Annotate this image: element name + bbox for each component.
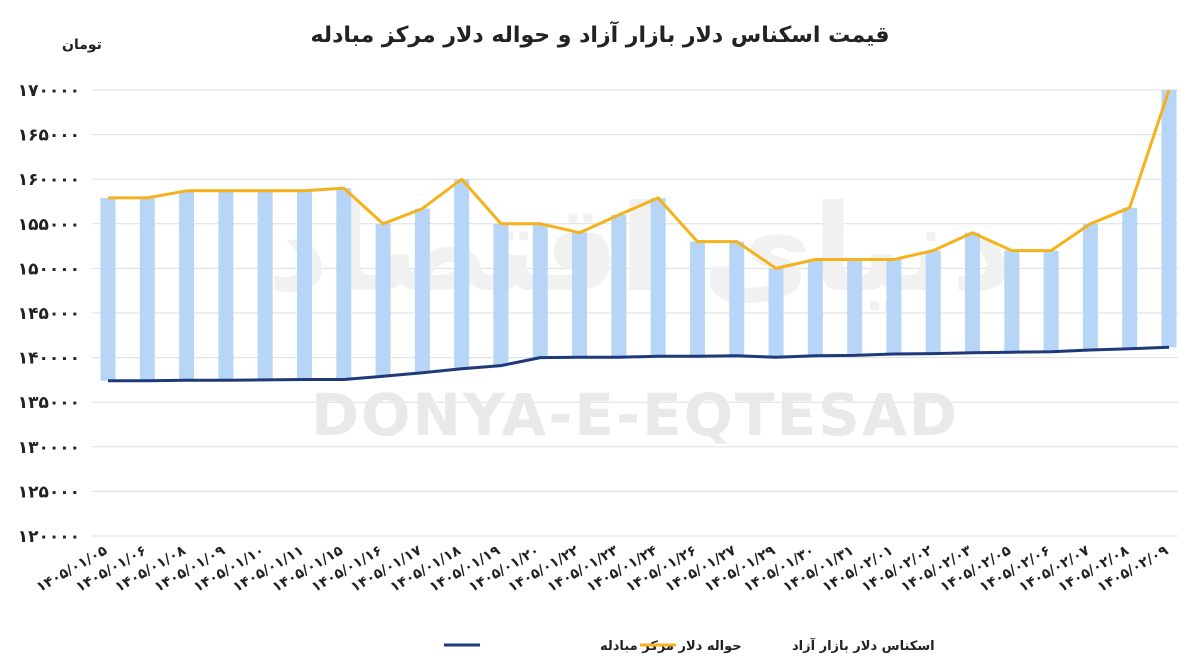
y-tick-label: ۱۳۵۰۰۰: [18, 393, 80, 413]
range-bar: [218, 190, 234, 381]
range-bar: [257, 190, 273, 380]
range-bar: [1043, 250, 1059, 352]
range-bar: [139, 197, 155, 381]
range-bars: [100, 90, 1177, 381]
y-tick-label: ۱۷۰۰۰۰: [18, 81, 80, 101]
y-tick-label: ۱۲۵۰۰۰: [18, 482, 80, 502]
y-tick-label: ۱۴۰۰۰۰: [18, 349, 80, 369]
legend-label-free-market: اسکناس دلار بازار آزاد: [792, 637, 935, 654]
range-bar: [1122, 207, 1138, 349]
y-tick-label: ۱۵۵۰۰۰: [18, 215, 80, 235]
range-bar: [729, 241, 745, 356]
range-bar: [886, 259, 902, 355]
range-bar: [1082, 223, 1098, 351]
range-bar: [689, 241, 705, 357]
x-axis-ticks: ۱۴۰۵/۰۱/۰۵۱۴۰۵/۰۱/۰۶۱۴۰۵/۰۱/۰۸۱۴۰۵/۰۱/۰۹…: [34, 542, 1171, 595]
y-axis-label: تومان: [62, 37, 102, 53]
range-bar: [611, 214, 627, 358]
range-bar: [965, 232, 981, 353]
y-tick-label: ۱۶۰۰۰۰: [18, 170, 80, 190]
y-tick-label: ۱۵۰۰۰۰: [18, 259, 80, 279]
range-bar: [454, 179, 470, 369]
range-bar: [1004, 250, 1020, 353]
range-bar: [493, 223, 509, 366]
range-bar: [336, 188, 352, 380]
range-bar: [768, 268, 784, 358]
series-line-free-market: [108, 89, 1171, 270]
range-bar: [650, 197, 666, 357]
range-bar: [572, 232, 588, 358]
y-tick-label: ۱۴۵۰۰۰: [18, 304, 80, 324]
range-bar: [807, 259, 823, 356]
y-axis-ticks: ۱۲۰۰۰۰ ۱۲۵۰۰۰ ۱۳۰۰۰۰ ۱۳۵۰۰۰ ۱۴۰۰۰۰ ۱۴۵۰۰۰ ۱۵۰۰…: [18, 81, 80, 547]
range-bar: [1161, 90, 1177, 348]
range-bar: [925, 250, 941, 354]
chart-title: قیمت اسکناس دلار بازار آزاد و حواله دلار…: [310, 20, 889, 48]
range-bar: [100, 197, 116, 381]
watermark-text: DONYA-E-EQTESAD: [311, 381, 959, 449]
range-bar: [847, 259, 863, 356]
range-bar: [532, 223, 548, 358]
legend: حواله دلار مرکز مبادله اسکناس دلار بازار…: [444, 637, 935, 654]
range-bar: [179, 190, 195, 381]
y-tick-label: ۱۶۵۰۰۰: [18, 126, 80, 146]
range-bar: [375, 223, 391, 377]
series-lines: [108, 89, 1171, 383]
series-line-remittance: [108, 345, 1170, 383]
y-tick-label: ۱۳۰۰۰۰: [18, 438, 80, 458]
y-tick-label: ۱۲۰۰۰۰: [18, 527, 80, 547]
range-bar: [414, 208, 430, 373]
range-bar: [296, 190, 312, 380]
